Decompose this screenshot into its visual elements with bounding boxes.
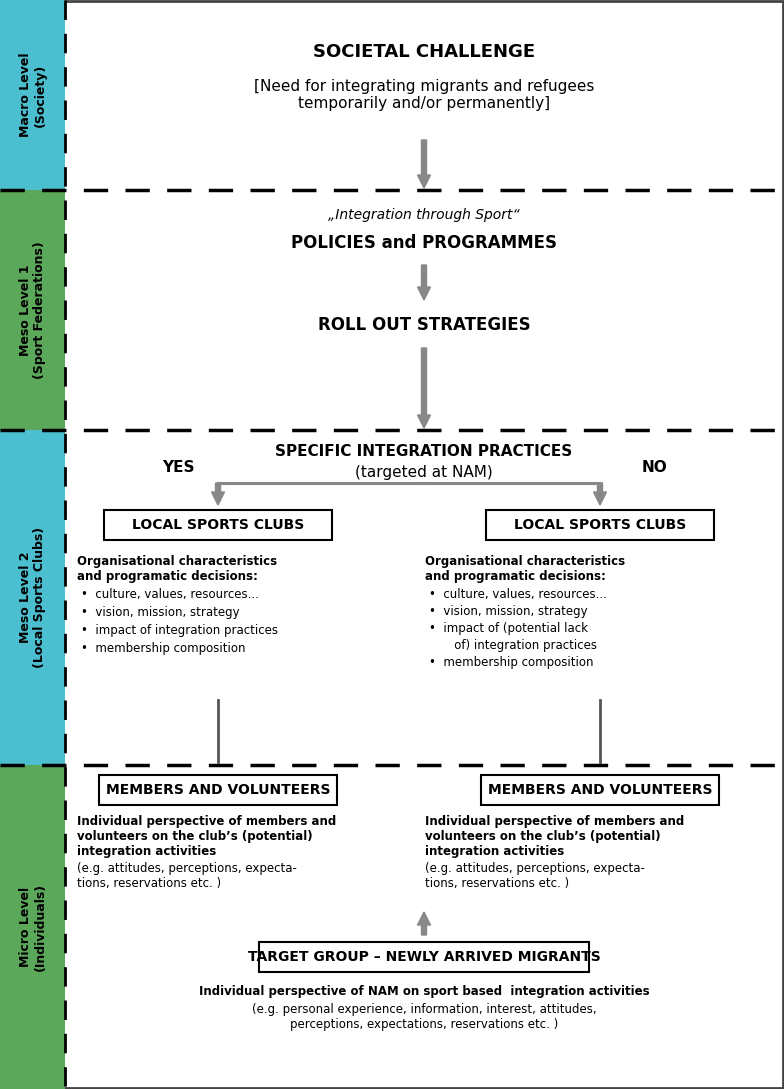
Text: Individual perspective of NAM on sport based  integration activities: Individual perspective of NAM on sport b…	[198, 984, 649, 998]
Bar	[486, 510, 714, 540]
Text: •  culture, values, resources...: • culture, values, resources...	[429, 588, 607, 601]
Text: (targeted at NAM): (targeted at NAM)	[355, 465, 493, 479]
Text: [Need for integrating migrants and refugees
temporarily and/or permanently]: [Need for integrating migrants and refug…	[254, 78, 594, 111]
Bar	[259, 942, 589, 972]
Text: •  membership composition: • membership composition	[429, 656, 593, 669]
Text: YES: YES	[162, 461, 194, 476]
Text: (e.g. attitudes, perceptions, expecta-
tions, reservations etc. ): (e.g. attitudes, perceptions, expecta- t…	[77, 862, 297, 890]
Bar	[0, 189, 65, 430]
Text: LOCAL SPORTS CLUBS: LOCAL SPORTS CLUBS	[514, 518, 686, 533]
Polygon shape	[212, 484, 224, 505]
Text: Meso Level 1
(Sport Federations): Meso Level 1 (Sport Federations)	[19, 241, 46, 379]
Text: •  culture, values, resources...: • culture, values, resources...	[81, 588, 259, 601]
Text: MEMBERS AND VOLUNTEERS: MEMBERS AND VOLUNTEERS	[488, 783, 712, 797]
Text: „Integration through Sport“: „Integration through Sport“	[328, 208, 520, 222]
Text: Macro Level
(Society): Macro Level (Society)	[19, 52, 46, 137]
Text: •  impact of integration practices: • impact of integration practices	[81, 624, 278, 637]
Bar	[99, 775, 337, 805]
Text: •  membership composition: • membership composition	[81, 643, 245, 654]
Bar	[481, 775, 719, 805]
Text: NO: NO	[642, 461, 668, 476]
Text: SPECIFIC INTEGRATION PRACTICES: SPECIFIC INTEGRATION PRACTICES	[275, 444, 572, 460]
Text: •  impact of (potential lack: • impact of (potential lack	[429, 622, 588, 635]
Text: MEMBERS AND VOLUNTEERS: MEMBERS AND VOLUNTEERS	[106, 783, 330, 797]
Polygon shape	[418, 911, 430, 935]
Text: Meso Level 2
(Local Sports Clubs): Meso Level 2 (Local Sports Clubs)	[19, 527, 46, 668]
Polygon shape	[418, 265, 430, 299]
Bar	[0, 764, 65, 1089]
Text: Individual perspective of members and
volunteers on the clubʼs (potential)
integ: Individual perspective of members and vo…	[425, 815, 684, 858]
Bar	[0, 0, 65, 189]
Text: •  vision, mission, strategy: • vision, mission, strategy	[429, 605, 588, 617]
Text: POLICIES and PROGRAMMES: POLICIES and PROGRAMMES	[291, 234, 557, 252]
Text: (e.g. attitudes, perceptions, expecta-
tions, reservations etc. ): (e.g. attitudes, perceptions, expecta- t…	[425, 862, 645, 890]
Text: Micro Level
(Individuals): Micro Level (Individuals)	[19, 883, 46, 971]
Polygon shape	[418, 348, 430, 428]
Polygon shape	[593, 484, 607, 505]
Text: (e.g. personal experience, information, interest, attitudes,
perceptions, expect: (e.g. personal experience, information, …	[252, 1003, 597, 1031]
Text: Organisational characteristics
and programatic decisions:: Organisational characteristics and progr…	[425, 555, 625, 583]
Text: LOCAL SPORTS CLUBS: LOCAL SPORTS CLUBS	[132, 518, 304, 533]
Bar	[0, 430, 65, 764]
Text: TARGET GROUP – NEWLY ARRIVED MIGRANTS: TARGET GROUP – NEWLY ARRIVED MIGRANTS	[248, 950, 601, 964]
Text: SOCIETAL CHALLENGE: SOCIETAL CHALLENGE	[313, 42, 535, 61]
Bar	[104, 510, 332, 540]
Text: Individual perspective of members and
volunteers on the clubʼs (potential)
integ: Individual perspective of members and vo…	[77, 815, 336, 858]
Polygon shape	[418, 140, 430, 188]
Text: of) integration practices: of) integration practices	[443, 639, 597, 652]
Text: ROLL OUT STRATEGIES: ROLL OUT STRATEGIES	[318, 316, 530, 334]
Text: Organisational characteristics
and programatic decisions:: Organisational characteristics and progr…	[77, 555, 277, 583]
Text: •  vision, mission, strategy: • vision, mission, strategy	[81, 605, 240, 619]
